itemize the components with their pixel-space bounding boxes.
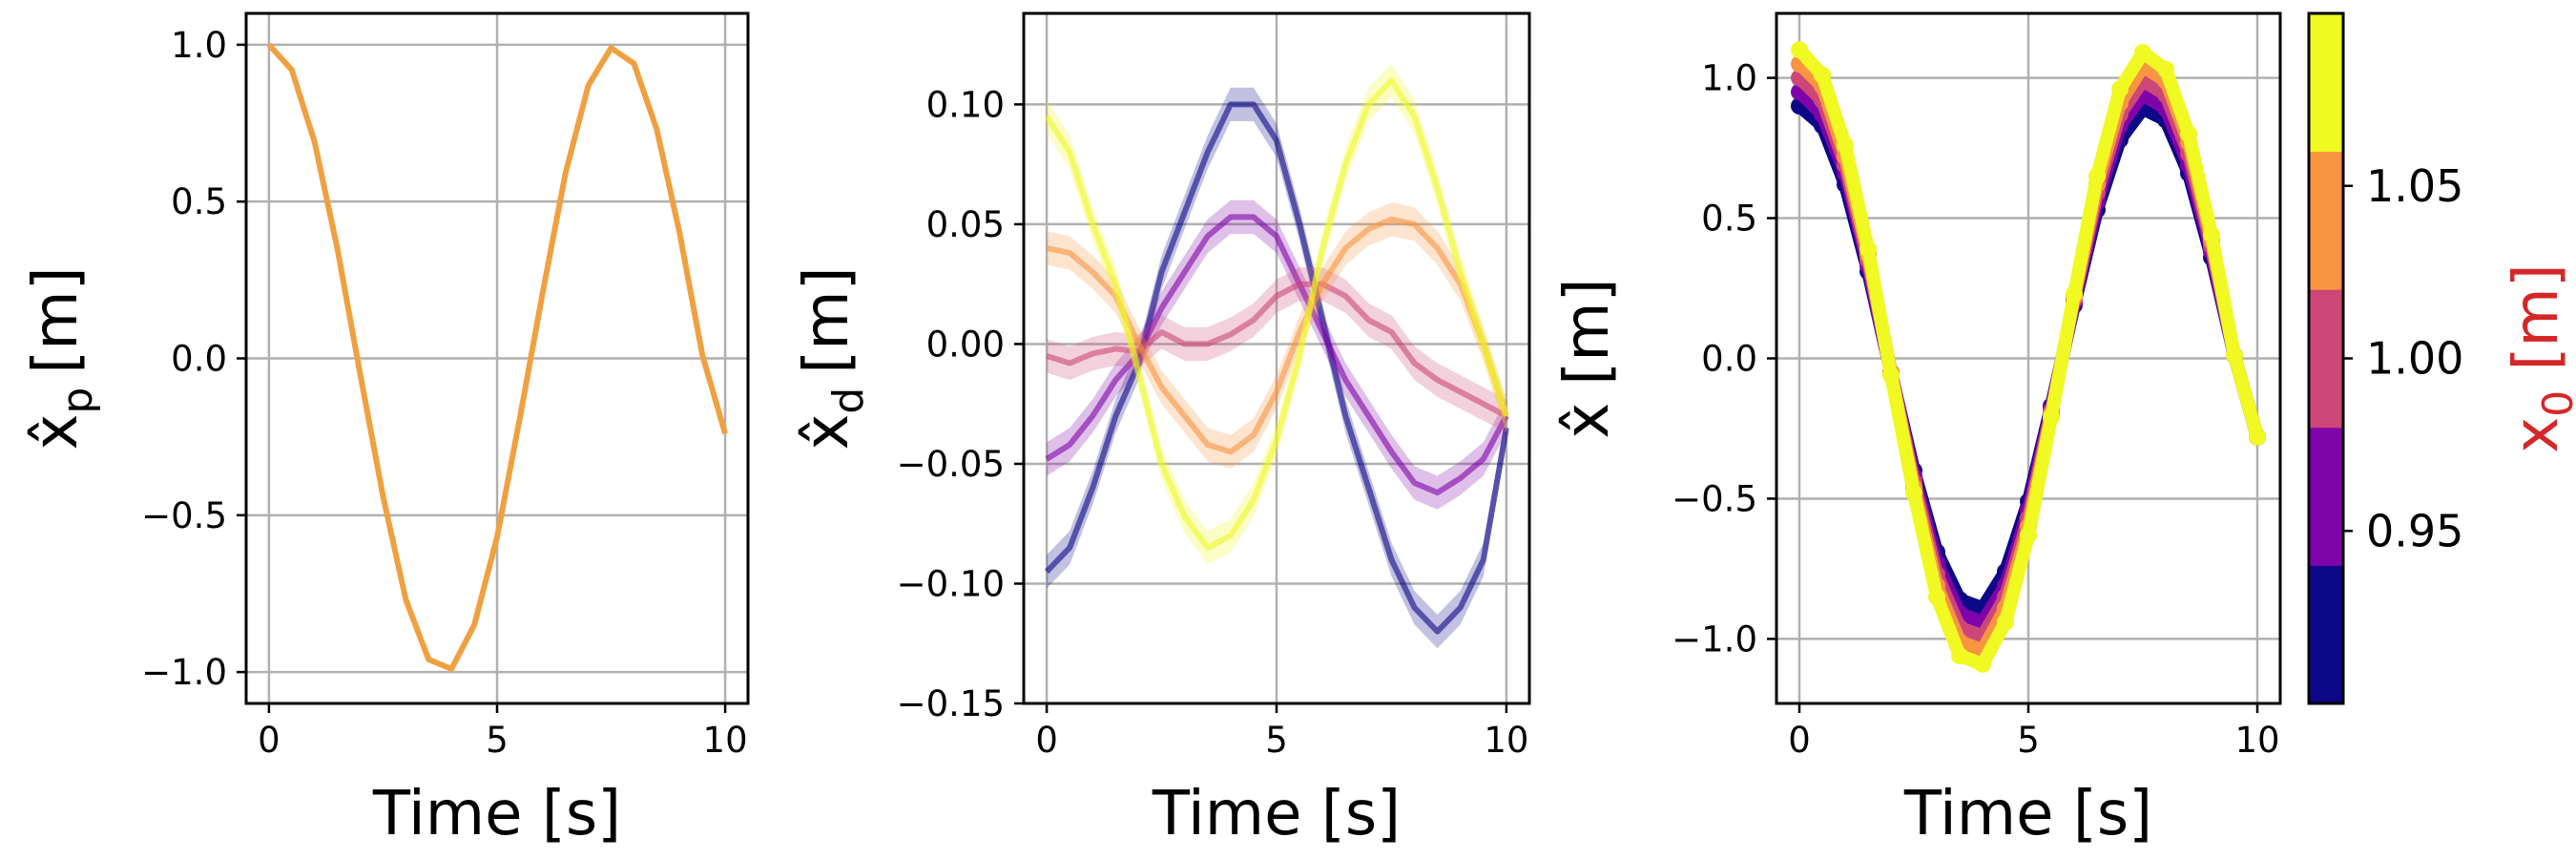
x-tick-label: 10 (1484, 720, 1528, 761)
plot-data (1791, 41, 2266, 673)
colorbar-segment-3 (2309, 151, 2343, 290)
data-point-4-16 (2157, 60, 2174, 78)
plot-data (1044, 63, 1509, 649)
x-tick-label: 5 (2017, 720, 2040, 761)
data-point-4-6 (1928, 588, 1945, 606)
y-tick-label: −0.15 (897, 683, 1005, 724)
y-axis-label-symbol: x̂ (792, 414, 862, 450)
y-tick-label: 1.0 (1701, 58, 1757, 99)
y-tick-label: 0.5 (1701, 199, 1757, 240)
data-point-4-7 (1951, 647, 1968, 665)
data-point-4-5 (1905, 484, 1922, 502)
colorbar-label-symbol: x (2502, 417, 2572, 453)
colorbar-segment-2 (2309, 289, 2343, 429)
y-tick-label: 0.10 (926, 84, 1005, 125)
y-tick-label: −1.0 (1672, 618, 1757, 660)
y-axis-label-unit: [m] (21, 266, 92, 373)
colorbar-segment-4 (2309, 13, 2343, 153)
y-axis-label-symbol: x̂ (21, 414, 92, 450)
colorbar-segment-1 (2309, 427, 2343, 566)
series-line-4 (1044, 77, 1509, 551)
data-point-4-15 (2134, 44, 2151, 62)
y-tick-label: 0.00 (926, 324, 1005, 365)
x-tick-label: 0 (1788, 720, 1811, 761)
data-point-4-14 (2111, 80, 2129, 98)
series-line-0 (266, 42, 728, 672)
data-point-4-20 (2249, 428, 2266, 446)
y-tick-label: −0.5 (141, 495, 227, 536)
y-tick-label: 0.05 (926, 204, 1005, 245)
data-point-4-19 (2226, 346, 2243, 365)
x-tick-label: 0 (258, 720, 280, 761)
colorbar-tick-label: 0.95 (2366, 505, 2463, 556)
y-tick-label: 0.5 (171, 181, 227, 222)
x-axis-label: Time [s] (1903, 779, 2152, 849)
subplot-2: 0 5 10 −0.15 −0.10 −0.05 0.00 0.05 0.10 Time [s] x… (792, 11, 1531, 849)
x-tick-label: 5 (1265, 720, 1288, 761)
colorbar-tick-label: 1.05 (2366, 160, 2463, 212)
x-tick-label: 5 (486, 720, 509, 761)
data-point-4-8 (1974, 655, 1991, 673)
data-point-4-9 (1997, 613, 2014, 631)
y-tick-label: −0.5 (1672, 478, 1757, 519)
colorbar-segment-0 (2309, 565, 2343, 704)
y-tick-label: −0.05 (897, 444, 1005, 485)
series-line-1 (1045, 214, 1509, 496)
data-point-4-1 (1814, 66, 1831, 84)
confidence-band-3 (1047, 202, 1506, 470)
y-tick-label: 1.0 (171, 25, 227, 66)
data-point-4-13 (2088, 167, 2106, 185)
colorbar-label: x0 [m] (2502, 263, 2576, 453)
data-point-4-12 (2066, 284, 2083, 303)
y-tick-label: −1.0 (141, 652, 227, 693)
colorbar-tick-label: 1.00 (2366, 333, 2463, 385)
y-tick-label: −0.10 (897, 563, 1005, 604)
y-axis-label-symbol: x̂ (1552, 403, 1623, 439)
data-point-4-2 (1837, 136, 1854, 155)
data-point-4-17 (2180, 125, 2197, 143)
data-point-4-11 (2043, 409, 2060, 427)
x-tick-label: 0 (1035, 720, 1058, 761)
y-axis-label: x̂p [m] (21, 266, 102, 450)
x-axis-label: Time [s] (372, 779, 621, 849)
y-axis-label-unit: [m] (792, 266, 862, 373)
series-line-2 (1046, 281, 1508, 419)
data-point-4-3 (1859, 240, 1877, 258)
subplot-3: 0 5 10 −1.0 −0.5 0.0 0.5 1.0 Time [s] x̂ [m] (1552, 11, 2282, 849)
y-axis-label: x̂d [m] (792, 266, 873, 450)
colorbar-label-subscript: 0 (2534, 390, 2576, 417)
y-axis-label-subscript: p (53, 388, 102, 414)
series-line-0 (1044, 101, 1509, 635)
colorbar: 0.95 1.00 1.05 x0 [m] (2307, 11, 2576, 705)
data-point-4-0 (1791, 41, 1808, 59)
subplot-1: 0 5 10 −1.0 −0.5 0.0 0.5 1.0 Time [s] x̂p [m] (21, 11, 750, 849)
y-tick-label: 0.0 (1701, 339, 1757, 380)
y-axis-label-unit: [m] (1552, 278, 1623, 385)
data-point-4-4 (1882, 367, 1900, 385)
data-point-4-18 (2203, 226, 2220, 244)
y-axis-label-subscript: d (824, 388, 873, 414)
plot-data (266, 42, 728, 672)
x-tick-label: 10 (2234, 720, 2279, 761)
x-axis-label: Time [s] (1152, 779, 1401, 849)
data-point-4-10 (2020, 526, 2037, 544)
x-tick-label: 10 (703, 720, 748, 761)
colorbar-label-unit: [m] (2502, 263, 2572, 390)
y-axis-label: x̂ [m] (1552, 278, 1623, 438)
y-tick-label: 0.0 (171, 339, 227, 380)
